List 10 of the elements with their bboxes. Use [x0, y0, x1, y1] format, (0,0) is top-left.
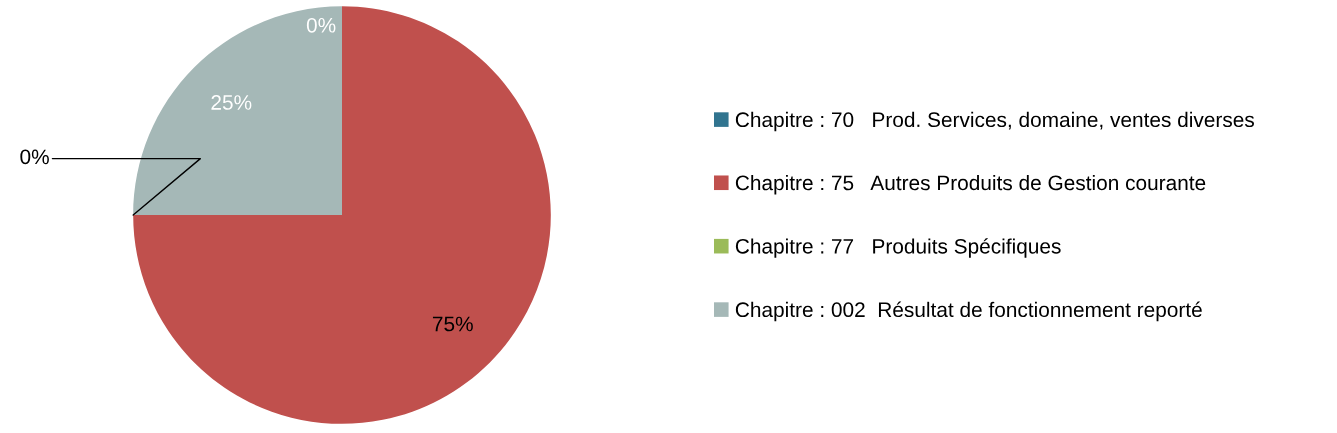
- text: 0%: [306, 17, 336, 33]
- legend-label: Chapitre : 75 Autres Produits de Gestion courante: [735, 174, 1206, 195]
- text: 0%: [20, 149, 49, 165]
- legend-label: Chapitre : 002 Résultat de fonctionnement reporté: [735, 301, 1202, 322]
- legend-label: Chapitre : 77 Produits Spécifiques: [735, 238, 1061, 258]
- data-label: 25%: [211, 95, 252, 110]
- data-label: 75%: [432, 316, 473, 332]
- pie-slice: [133, 6, 342, 215]
- legend-label: Chapitre : 70 Prod. Services, domaine, ventes diverses: [735, 111, 1254, 132]
- pie-slice: [133, 6, 551, 424]
